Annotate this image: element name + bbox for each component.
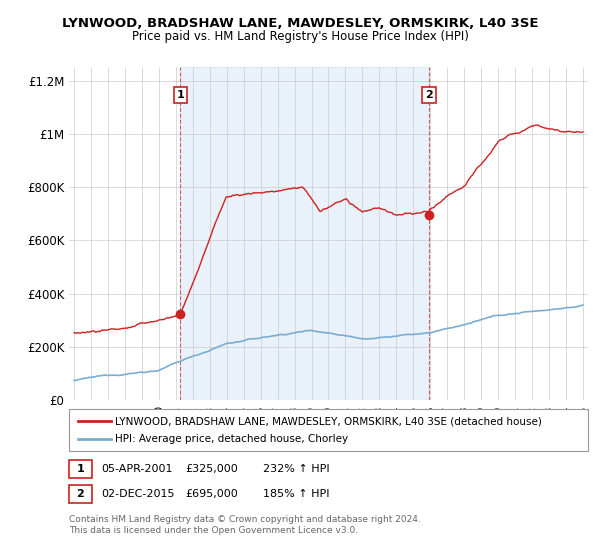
Text: LYNWOOD, BRADSHAW LANE, MAWDESLEY, ORMSKIRK, L40 3SE: LYNWOOD, BRADSHAW LANE, MAWDESLEY, ORMSK… — [62, 17, 538, 30]
Text: 2: 2 — [77, 489, 84, 499]
Text: LYNWOOD, BRADSHAW LANE, MAWDESLEY, ORMSKIRK, L40 3SE (detached house): LYNWOOD, BRADSHAW LANE, MAWDESLEY, ORMSK… — [115, 417, 542, 426]
Text: Price paid vs. HM Land Registry's House Price Index (HPI): Price paid vs. HM Land Registry's House … — [131, 30, 469, 44]
Text: 02-DEC-2015: 02-DEC-2015 — [101, 489, 174, 499]
Text: 1: 1 — [176, 90, 184, 100]
Text: 1: 1 — [77, 464, 84, 474]
Bar — [181, 67, 429, 400]
Text: 185% ↑ HPI: 185% ↑ HPI — [263, 489, 329, 499]
Text: HPI: Average price, detached house, Chorley: HPI: Average price, detached house, Chor… — [115, 434, 349, 444]
Text: Contains HM Land Registry data © Crown copyright and database right 2024.: Contains HM Land Registry data © Crown c… — [69, 515, 421, 524]
Text: 2: 2 — [425, 90, 433, 100]
Text: 232% ↑ HPI: 232% ↑ HPI — [263, 464, 329, 474]
Text: This data is licensed under the Open Government Licence v3.0.: This data is licensed under the Open Gov… — [69, 526, 358, 535]
Text: £325,000: £325,000 — [185, 464, 238, 474]
Text: 05-APR-2001: 05-APR-2001 — [101, 464, 172, 474]
Text: £695,000: £695,000 — [185, 489, 238, 499]
